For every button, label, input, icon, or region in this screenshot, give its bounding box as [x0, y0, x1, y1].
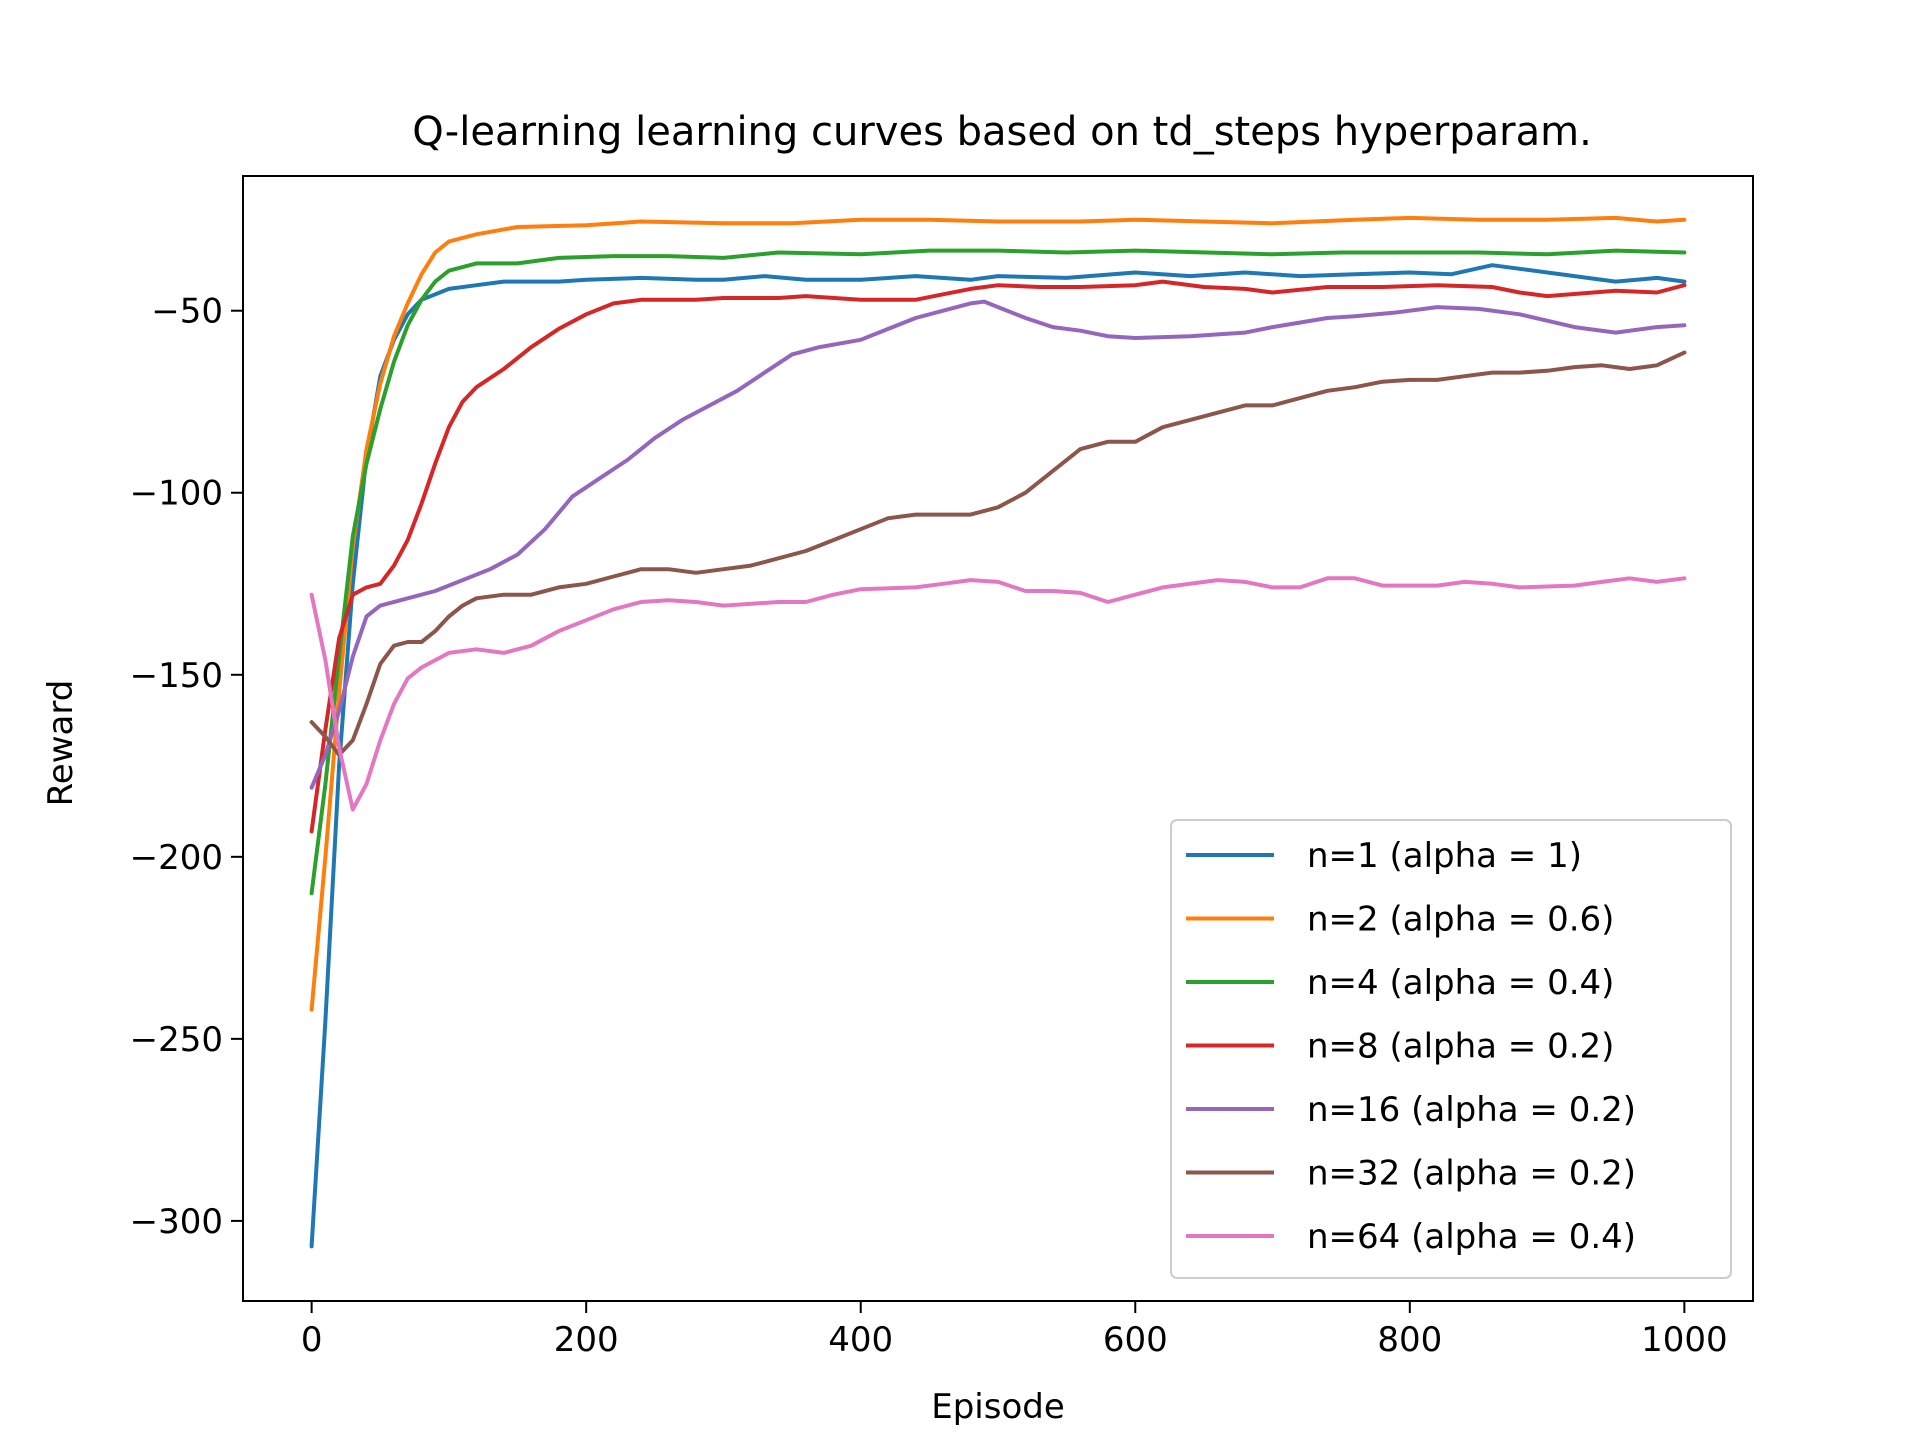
chart-title: Q-learning learning curves based on td_s… — [412, 109, 1592, 155]
legend-label: n=8 (alpha = 0.2) — [1307, 1027, 1614, 1067]
legend-label: n=64 (alpha = 0.4) — [1307, 1217, 1636, 1257]
legend-label: n=16 (alpha = 0.2) — [1307, 1090, 1636, 1130]
legend-item: n=2 (alpha = 0.6) — [1186, 900, 1614, 940]
series-line-3 — [309, 248, 1687, 896]
legend: n=1 (alpha = 1) n=2 (alpha = 0.6) n=4 (alp… — [1170, 819, 1732, 1279]
x-tick-label: 400 — [828, 1320, 893, 1360]
y-axis-ticks: −300 −250 −200 −150 −100 −50 — [130, 292, 243, 1242]
legend-item: n=8 (alpha = 0.2) — [1186, 1027, 1614, 1067]
plot-frame — [242, 175, 1754, 1302]
y-tick-label: −200 — [130, 838, 223, 878]
series-line-7 — [309, 576, 1687, 812]
legend-box — [1170, 819, 1732, 1279]
x-axis-label: Episode — [931, 1387, 1065, 1427]
legend-label: n=4 (alpha = 0.4) — [1307, 963, 1614, 1003]
legend-label: n=32 (alpha = 0.2) — [1307, 1154, 1636, 1194]
legend-label: n=2 (alpha = 0.6) — [1307, 900, 1614, 940]
series-line-6 — [309, 350, 1687, 757]
y-tick-label: −250 — [130, 1020, 223, 1060]
legend-label: n=1 (alpha = 1) — [1307, 836, 1582, 876]
series-line-4 — [309, 279, 1687, 834]
y-tick-label: −150 — [130, 656, 223, 696]
x-tick-label: 800 — [1377, 1320, 1442, 1360]
x-axis-ticks: 0 200 400 600 800 1000 — [301, 1301, 1728, 1360]
legend-item: n=16 (alpha = 0.2) — [1186, 1090, 1636, 1130]
y-tick-label: −50 — [151, 292, 223, 332]
legend-item: n=1 (alpha = 1) — [1186, 836, 1582, 876]
legend-item: n=64 (alpha = 0.4) — [1186, 1217, 1636, 1257]
series-line-2 — [309, 215, 1687, 1012]
series-layer — [309, 215, 1687, 1249]
y-axis-label: Reward — [41, 680, 81, 807]
x-tick-label: 200 — [554, 1320, 619, 1360]
legend-item: n=32 (alpha = 0.2) — [1186, 1154, 1636, 1194]
x-tick-label: 600 — [1103, 1320, 1168, 1360]
series-line-5 — [309, 299, 1687, 790]
y-tick-label: −300 — [130, 1202, 223, 1242]
legend-item: n=4 (alpha = 0.4) — [1186, 963, 1614, 1003]
y-tick-label: −100 — [130, 474, 223, 514]
x-tick-label: 0 — [301, 1320, 323, 1360]
x-tick-label: 1000 — [1641, 1320, 1728, 1360]
